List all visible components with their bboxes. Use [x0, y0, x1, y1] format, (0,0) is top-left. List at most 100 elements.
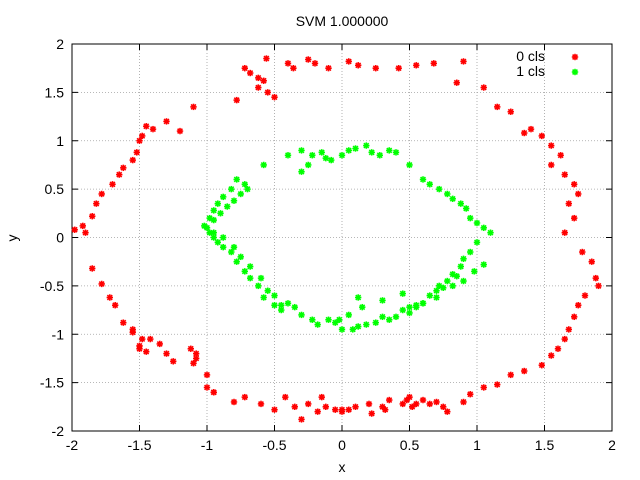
data-point-1-cls — [355, 294, 362, 301]
data-point-0-cls — [561, 335, 568, 343]
data-point-1-cls — [399, 306, 406, 314]
data-point-1-cls — [392, 149, 400, 156]
x-tick-label: 0 — [338, 437, 346, 453]
data-point-0-cls — [460, 398, 467, 406]
data-point-1-cls — [368, 149, 375, 156]
data-point-0-cls — [163, 350, 170, 357]
data-point-0-cls — [98, 190, 105, 198]
data-point-0-cls — [163, 118, 170, 125]
data-point-1-cls — [284, 300, 292, 307]
legend-marker-0-cls — [571, 53, 579, 61]
data-point-1-cls — [359, 303, 366, 311]
data-point-0-cls — [581, 292, 589, 299]
data-point-0-cls — [129, 156, 136, 164]
data-point-0-cls — [507, 108, 514, 115]
data-point-1-cls — [318, 149, 325, 156]
y-tick-label: -0.5 — [40, 278, 64, 294]
data-point-0-cls — [453, 79, 460, 86]
data-point-0-cls — [565, 326, 572, 333]
data-point-0-cls — [352, 403, 359, 411]
data-point-1-cls — [345, 147, 352, 154]
data-point-1-cls — [392, 313, 400, 321]
data-point-0-cls — [368, 410, 375, 417]
data-point-0-cls — [71, 226, 78, 233]
data-point-0-cls — [89, 213, 96, 220]
data-point-0-cls — [575, 302, 582, 309]
data-point-0-cls — [365, 400, 373, 408]
data-point-0-cls — [372, 64, 379, 72]
axis-ticks — [71, 43, 613, 432]
y-tick-label: 0.5 — [45, 181, 65, 197]
data-point-0-cls — [325, 64, 332, 72]
x-tick-label: -1 — [201, 437, 214, 453]
data-point-0-cls — [143, 348, 150, 355]
data-point-1-cls — [399, 290, 406, 297]
data-point-0-cls — [345, 406, 352, 413]
y-tick-label: 1.5 — [45, 84, 65, 100]
legend-marker-symbol — [571, 68, 579, 76]
data-point-1-cls — [460, 255, 467, 262]
data-point-1-cls — [210, 229, 217, 236]
data-point-0-cls — [480, 84, 487, 91]
data-point-1-cls — [284, 152, 292, 159]
data-point-1-cls — [457, 200, 464, 207]
data-point-0-cls — [98, 280, 105, 288]
data-point-0-cls — [507, 371, 514, 379]
data-point-0-cls — [263, 55, 270, 62]
data-point-0-cls — [579, 248, 586, 256]
data-point-0-cls — [264, 89, 271, 96]
data-point-1-cls — [237, 253, 244, 261]
data-point-0-cls — [284, 60, 292, 67]
data-point-0-cls — [116, 171, 123, 178]
data-point-1-cls — [214, 200, 221, 207]
data-point-1-cls — [433, 294, 440, 301]
data-point-1-cls — [460, 277, 467, 285]
data-point-0-cls — [247, 69, 254, 77]
data-point-0-cls — [190, 360, 197, 367]
data-point-1-cls — [426, 181, 433, 188]
data-point-1-cls — [271, 292, 278, 299]
data-point-0-cls — [290, 64, 297, 72]
data-point-0-cls — [187, 345, 194, 352]
data-point-0-cls — [409, 403, 416, 411]
data-point-1-cls — [233, 176, 240, 183]
data-point-0-cls — [156, 340, 163, 348]
x-tick-labels: -2 -1.5 -1 -0.5 0 0.5 1 1.5 2 — [66, 437, 616, 453]
data-point-0-cls — [538, 132, 545, 140]
data-point-1-cls — [325, 316, 332, 323]
data-point-0-cls — [190, 103, 197, 111]
data-point-1-cls — [247, 274, 254, 282]
data-point-1-cls — [328, 156, 335, 164]
data-point-0-cls — [203, 384, 211, 391]
y-tick-label: 2 — [56, 36, 64, 52]
data-point-1-cls — [386, 147, 393, 154]
x-tick-label: 0.5 — [400, 437, 420, 453]
data-point-1-cls — [338, 152, 346, 159]
legend-marker-symbol — [571, 53, 579, 61]
data-point-1-cls — [467, 248, 474, 256]
data-point-0-cls — [595, 282, 602, 290]
data-point-0-cls — [255, 74, 262, 82]
data-point-1-cls — [426, 292, 433, 299]
data-point-0-cls — [527, 125, 535, 133]
data-point-1-cls — [413, 302, 420, 309]
data-point-1-cls — [453, 273, 460, 280]
data-point-0-cls — [521, 129, 528, 137]
data-point-1-cls — [419, 176, 427, 183]
data-point-0-cls — [413, 62, 420, 69]
data-point-0-cls — [480, 384, 487, 391]
data-point-0-cls — [395, 64, 402, 72]
data-point-1-cls — [298, 168, 305, 175]
legend-label-1-cls: 1 cls — [516, 63, 545, 79]
data-point-0-cls — [193, 350, 200, 357]
data-point-1-cls — [230, 243, 238, 251]
legend: 0 cls 1 cls — [516, 48, 579, 79]
data-point-1-cls — [314, 321, 321, 328]
data-point-1-cls — [338, 326, 346, 333]
data-point-1-cls — [220, 234, 227, 241]
data-point-1-cls — [467, 214, 474, 222]
data-point-0-cls — [271, 406, 278, 413]
legend-label-0-cls: 0 cls — [516, 48, 545, 64]
data-point-1-cls — [228, 248, 235, 256]
data-point-0-cls — [444, 408, 451, 415]
